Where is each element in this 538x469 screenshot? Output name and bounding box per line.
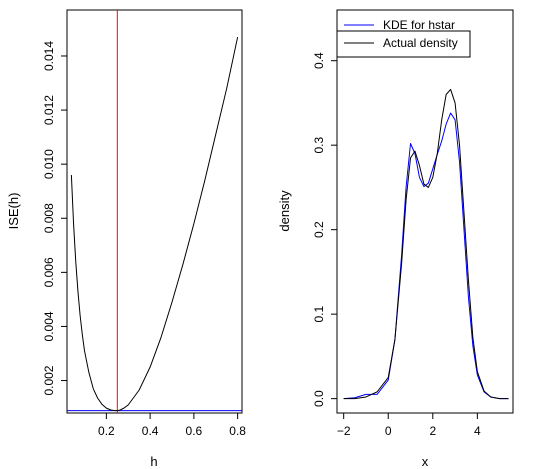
ise-y-tick-label: 0.008 bbox=[42, 203, 56, 233]
density-plot-y-axis: 0.0 0.1 0.2 0.3 0.4 bbox=[312, 52, 337, 407]
density-plot-y-label: density bbox=[277, 190, 292, 232]
density-y-tick-label: 0.2 bbox=[312, 221, 326, 238]
legend-box bbox=[336, 30, 471, 58]
ise-y-tick-label: 0.006 bbox=[42, 257, 56, 287]
density-plot-box bbox=[336, 9, 514, 414]
ise-x-tick-label: 0.8 bbox=[229, 424, 246, 438]
ise-curve-line bbox=[70, 36, 239, 412]
density-plot-panel: −2 0 2 4 0.0 0.1 0.2 0.3 0.4 x density KDE for … bbox=[277, 9, 514, 469]
ise-y-tick-label: 0.002 bbox=[42, 365, 56, 395]
ise-plot-x-axis: 0.2 0.4 0.6 0.8 bbox=[98, 413, 246, 438]
density-y-tick-label: 0.3 bbox=[312, 137, 326, 154]
legend-label-actual: Actual density bbox=[383, 36, 458, 50]
ise-plot-y-label: ISE(h) bbox=[6, 193, 21, 230]
density-plot-x-label: x bbox=[422, 454, 429, 469]
ise-y-tick-label: 0.012 bbox=[42, 95, 56, 125]
density-legend: KDE for hstar Actual density bbox=[336, 18, 471, 58]
density-x-tick-label: −2 bbox=[337, 424, 351, 438]
density-plot-x-axis: −2 0 2 4 bbox=[337, 413, 481, 438]
density-y-tick-label: 0.1 bbox=[312, 305, 326, 322]
ise-x-tick-label: 0.6 bbox=[186, 424, 203, 438]
density-x-tick-label: 0 bbox=[385, 424, 392, 438]
actual-density-line bbox=[343, 88, 509, 400]
density-y-tick-label: 0.4 bbox=[312, 52, 326, 69]
density-x-tick-label: 4 bbox=[474, 424, 481, 438]
density-plot-data-layer bbox=[343, 88, 509, 400]
ise-y-tick-label: 0.014 bbox=[42, 41, 56, 71]
ise-x-tick-label: 0.2 bbox=[98, 424, 115, 438]
ise-plot-data-layer bbox=[67, 10, 242, 413]
ise-plot-panel: 0.2 0.4 0.6 0.8 0.0020.0040.0060.0080.0100.… bbox=[6, 9, 246, 469]
ise-x-tick-label: 0.4 bbox=[142, 424, 159, 438]
legend-label-kde: KDE for hstar bbox=[383, 18, 455, 32]
ise-plot-box bbox=[66, 9, 243, 414]
ise-y-tick-label: 0.010 bbox=[42, 149, 56, 179]
kde-for-hstar-line bbox=[343, 112, 509, 400]
ise-y-tick-label: 0.004 bbox=[42, 311, 56, 341]
ise-plot-x-label: h bbox=[150, 454, 157, 469]
density-x-tick-label: 2 bbox=[429, 424, 436, 438]
ise-plot-y-axis: 0.002 0.004 0.006 0.008 0.010 0.012 0.014 bbox=[42, 41, 67, 396]
density-y-tick-label: 0.0 bbox=[312, 390, 326, 407]
